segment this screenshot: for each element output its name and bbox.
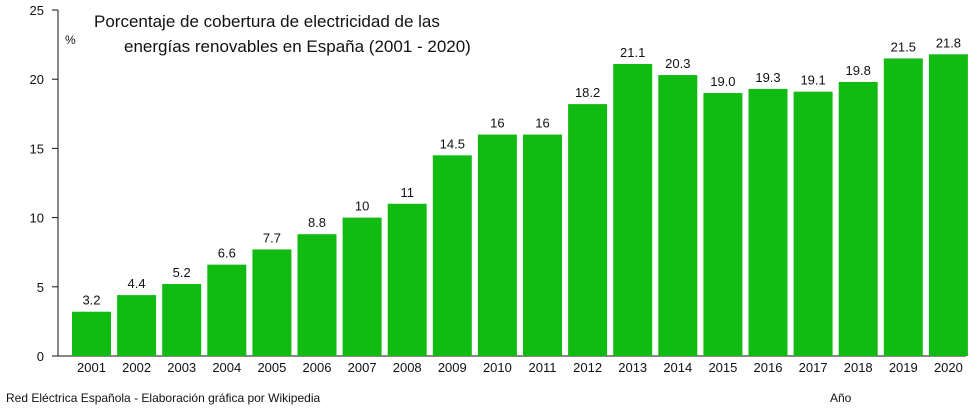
data-label-2001: 3.2 [82, 293, 100, 308]
data-label-2004: 6.6 [218, 246, 236, 261]
y-axis-unit: % [65, 33, 76, 47]
data-labels: 3.2 4.4 5.2 6.6 7.7 8.8 10 11 14.5 16 16 18.2 21.1 20… [82, 35, 961, 307]
bar-2008 [387, 203, 427, 356]
x-axis-label: Año [830, 391, 852, 405]
x-tick-label-2009: 2009 [438, 360, 467, 375]
data-label-2013: 21.1 [620, 45, 645, 60]
y-tick-label: 5 [37, 280, 44, 295]
data-label-2007: 10 [355, 199, 369, 214]
x-tick-label-2018: 2018 [844, 360, 873, 375]
bar-2009 [432, 155, 472, 356]
data-label-2011: 16 [535, 116, 549, 131]
x-tick-label-2006: 2006 [303, 360, 332, 375]
data-label-2019: 21.5 [891, 39, 916, 54]
chart-title-line-2: energías renovables en España (2001 - 20… [124, 37, 471, 56]
y-ticks: 0 5 10 15 20 25 [30, 3, 58, 364]
y-tick-label: 20 [30, 72, 44, 87]
data-label-2012: 18.2 [575, 85, 600, 100]
x-tick-label-2010: 2010 [483, 360, 512, 375]
y-tick-label: 15 [30, 141, 44, 156]
y-tick-label: 0 [37, 349, 44, 364]
bar-2006 [297, 234, 337, 356]
bar-2010 [477, 134, 517, 356]
x-tick-label-2019: 2019 [889, 360, 918, 375]
x-tick-label-2002: 2002 [122, 360, 151, 375]
x-tick-label-2004: 2004 [212, 360, 241, 375]
bars [72, 54, 968, 357]
data-label-2014: 20.3 [665, 56, 690, 71]
data-label-2008: 11 [400, 185, 414, 200]
data-label-2016: 19.3 [755, 70, 780, 85]
y-tick-label: 25 [30, 3, 44, 18]
bar-2013 [613, 63, 653, 356]
data-label-2018: 19.8 [846, 63, 871, 78]
data-label-2015: 19.0 [710, 74, 735, 89]
bar-2011 [523, 134, 562, 356]
bar-2020 [928, 54, 968, 357]
x-tick-label-2008: 2008 [393, 360, 422, 375]
x-tick-label-2001: 2001 [77, 360, 106, 375]
data-label-2017: 19.1 [800, 73, 825, 88]
bar-2001 [72, 311, 111, 356]
bar-2017 [793, 91, 833, 356]
bar-2004 [207, 264, 247, 356]
y-tick-label: 10 [30, 211, 44, 226]
data-label-2009: 14.5 [440, 136, 465, 151]
x-tick-label-2007: 2007 [348, 360, 377, 375]
bar-2012 [568, 104, 608, 356]
bar-2014 [658, 75, 698, 356]
x-tick-label-2003: 2003 [167, 360, 196, 375]
data-label-2003: 5.2 [173, 265, 191, 280]
bar-2005 [252, 249, 292, 356]
x-tick-label-2015: 2015 [708, 360, 737, 375]
data-label-2020: 21.8 [936, 35, 961, 50]
x-tick-labels: 2001 2002 2003 2004 2005 2006 2007 2008 2009 2010… [77, 360, 963, 375]
bar-2016 [748, 88, 788, 356]
bar-2019 [883, 58, 923, 356]
data-label-2002: 4.4 [128, 276, 146, 291]
bar-2015 [703, 93, 743, 356]
x-tick-label-2012: 2012 [573, 360, 602, 375]
x-tick-label-2005: 2005 [257, 360, 286, 375]
data-label-2010: 16 [490, 116, 504, 131]
bar-2007 [342, 217, 382, 356]
x-tick-label-2013: 2013 [618, 360, 647, 375]
x-tick-label-2017: 2017 [799, 360, 828, 375]
x-tick-label-2020: 2020 [934, 360, 963, 375]
bar-2003 [162, 284, 202, 356]
data-label-2006: 8.8 [308, 215, 326, 230]
x-tick-label-2014: 2014 [663, 360, 692, 375]
data-label-2005: 7.7 [263, 230, 281, 245]
bar-2002 [117, 295, 157, 356]
x-tick-label-2016: 2016 [754, 360, 783, 375]
x-tick-label-2011: 2011 [529, 360, 557, 375]
source-credit: Red Eléctrica Española - Elaboración grá… [6, 391, 320, 405]
chart-title-line-1: Porcentaje de cobertura de electricidad … [94, 12, 440, 31]
bar-2018 [838, 81, 878, 356]
